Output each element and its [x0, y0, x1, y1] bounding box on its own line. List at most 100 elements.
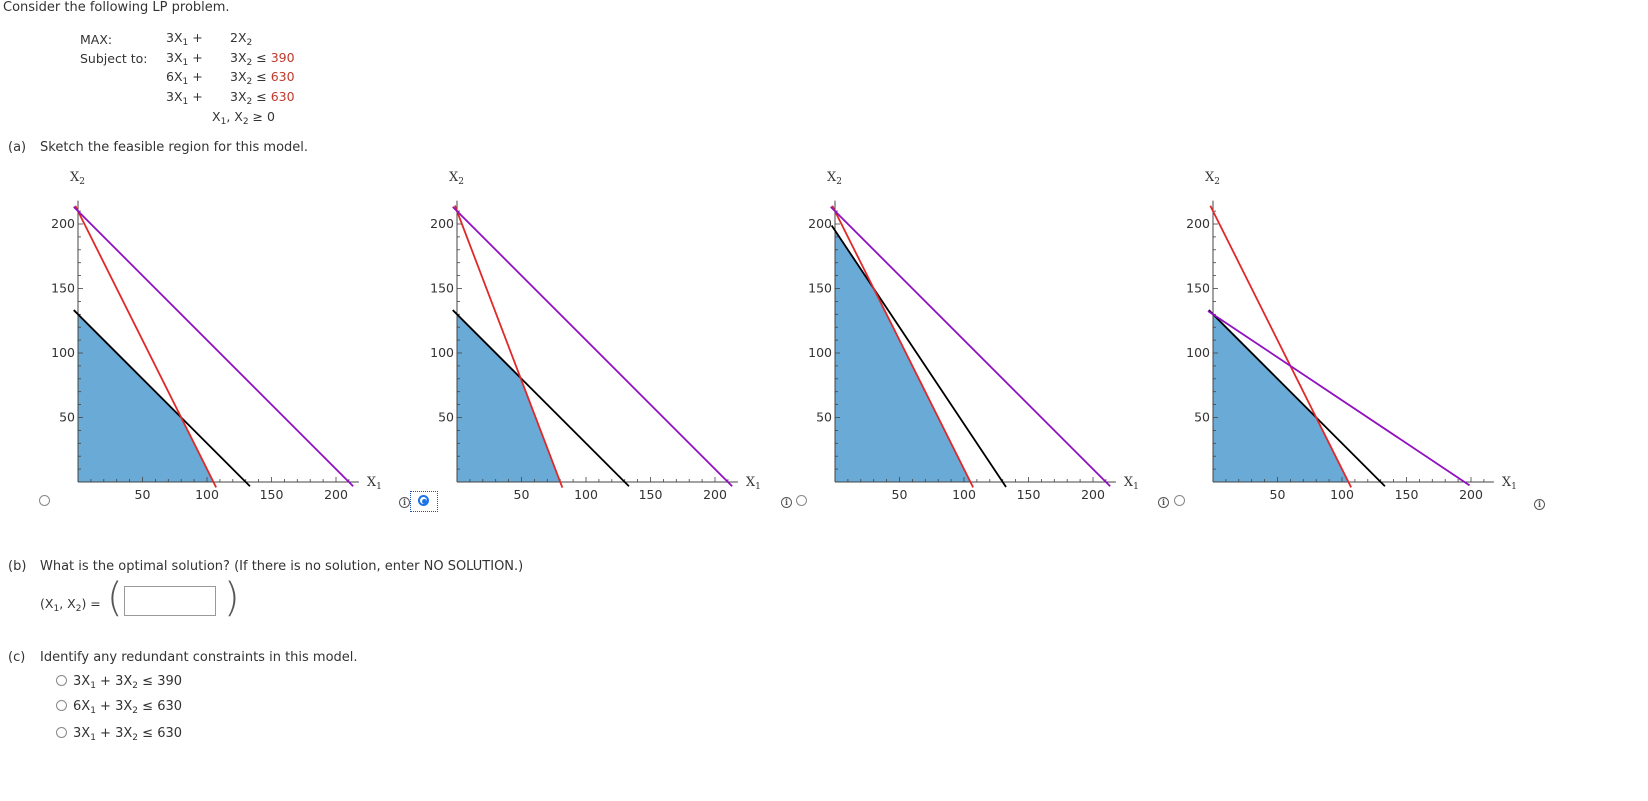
x-tick-label: 100	[574, 487, 598, 502]
x-tick-label: 150	[1395, 487, 1419, 502]
y-tick-label: 100	[1186, 345, 1210, 360]
objective-x2: 2X2	[230, 30, 253, 48]
y-tick-label: 200	[808, 216, 832, 231]
graph-option-1-radio[interactable]	[39, 495, 50, 506]
y-axis-label: X2	[449, 170, 464, 187]
constraint-3-x1: 3X1 +	[166, 89, 203, 107]
redundant-option-2[interactable]: 6X1 + 3X2 ≤ 630	[56, 699, 182, 716]
y-tick-label: 150	[1186, 281, 1210, 296]
constraint-line-black	[452, 309, 630, 487]
graph-option-3: 50 100 150 200 50 100 150 200 X1 X2	[795, 165, 1175, 505]
constraint-line-red	[454, 205, 564, 488]
redundant-option-3-radio[interactable]	[56, 727, 67, 738]
x-tick-label: 200	[703, 487, 727, 502]
x-axis-label: X1	[746, 475, 761, 492]
graph-option-4-radio[interactable]	[1174, 495, 1185, 506]
y-tick-label: 100	[430, 345, 454, 360]
y-tick-label: 100	[808, 345, 832, 360]
nonnegativity: X1, X2 ≥ 0	[212, 109, 275, 127]
graph-option-4: 50 100 150 200 50 100 150 200 X1 X2	[1173, 165, 1553, 505]
y-tick-label: 200	[430, 216, 454, 231]
constraint-line-purple	[1207, 310, 1471, 487]
feasible-region-chart-2: 50 100 150 200 50 100 150 200 X1 X2	[430, 170, 761, 502]
constraint-line-black	[1208, 309, 1386, 487]
constraint-1-x2: 3X2 ≤ 390	[230, 50, 295, 68]
x-axis-label: X1	[1124, 475, 1139, 492]
redundant-option-1[interactable]: 3X1 + 3X2 ≤ 390	[56, 674, 182, 691]
y-tick-label: 50	[438, 410, 454, 425]
constraint-line-purple	[73, 206, 354, 487]
part-b: (b) What is the optimal solution? (If the…	[8, 559, 523, 574]
part-a: (a) Sketch the feasible region for this m…	[8, 140, 308, 155]
x-tick-label: 50	[135, 487, 151, 502]
feasible-region	[78, 314, 214, 482]
part-a-text: Sketch the feasible region for this mode…	[40, 140, 309, 155]
max-label: MAX:	[80, 32, 113, 47]
redundant-option-2-radio[interactable]	[56, 700, 67, 711]
part-c-tag: (c)	[8, 650, 26, 665]
constraint-line-red	[74, 205, 217, 488]
subject-to-label: Subject to:	[80, 51, 148, 66]
x-tick-label: 100	[1330, 487, 1354, 502]
open-paren: (	[107, 575, 123, 621]
y-tick-label: 50	[816, 410, 832, 425]
problem-intro: Consider the following LP problem.	[3, 0, 230, 15]
part-a-tag: (a)	[8, 140, 27, 155]
redundant-option-1-radio[interactable]	[56, 675, 67, 686]
y-axis-label: X2	[1205, 170, 1220, 187]
feasible-region-chart-4: 50 100 150 200 50 100 150 200 X1 X2	[1186, 170, 1517, 502]
x-tick-label: 50	[1270, 487, 1286, 502]
graph-option-2-radio[interactable]	[418, 495, 429, 506]
constraint-2-x1: 6X1 +	[166, 69, 203, 87]
x-tick-label: 200	[1081, 487, 1105, 502]
y-tick-label: 150	[51, 281, 75, 296]
constraint-line-red	[831, 205, 974, 488]
x-tick-label: 50	[514, 487, 530, 502]
constraint-line-black	[830, 224, 1007, 488]
x-tick-label: 100	[195, 487, 219, 502]
objective-x1: 3X1 +	[166, 30, 203, 48]
x-tick-label: 150	[260, 487, 284, 502]
part-b-tag: (b)	[8, 559, 27, 574]
focus-outline	[410, 491, 438, 512]
feasible-region-chart-1: 50 100 150 200 50 100 150 200 X1 X2	[51, 170, 382, 502]
graph-option-3-radio[interactable]	[796, 495, 807, 506]
constraint-3-x2: 3X2 ≤ 630	[230, 89, 295, 107]
x-tick-label: 50	[892, 487, 908, 502]
constraint-line-purple	[830, 206, 1111, 487]
x-tick-label: 200	[1459, 487, 1483, 502]
y-tick-label: 150	[808, 281, 832, 296]
x-tick-label: 150	[1017, 487, 1041, 502]
y-tick-label: 200	[51, 216, 75, 231]
optimal-solution-input[interactable]	[124, 586, 216, 616]
part-c-text: Identify any redundant constraints in th…	[40, 650, 358, 665]
x-axis-label: X1	[367, 475, 382, 492]
x-tick-label: 200	[324, 487, 348, 502]
constraint-line-black	[73, 309, 251, 487]
constraint-2-x2: 3X2 ≤ 630	[230, 69, 295, 87]
y-tick-label: 150	[430, 281, 454, 296]
graph-option-2-info-icon[interactable]: i	[781, 497, 792, 508]
y-tick-label: 50	[59, 410, 75, 425]
feasible-region	[835, 230, 971, 482]
part-b-text: What is the optimal solution? (If there …	[40, 559, 524, 574]
y-tick-label: 50	[1194, 410, 1210, 425]
constraint-line-red	[1209, 205, 1352, 488]
feasible-region	[457, 314, 561, 482]
redundant-option-3[interactable]: 3X1 + 3X2 ≤ 630	[56, 726, 182, 743]
graph-option-4-info-icon[interactable]: i	[1534, 499, 1545, 510]
feasible-region	[1213, 314, 1349, 482]
x-tick-label: 150	[639, 487, 663, 502]
x-axis-label: X1	[1502, 475, 1517, 492]
solution-label: (X1, X2) =	[40, 596, 101, 614]
feasible-region-chart-3: 50 100 150 200 50 100 150 200 X1 X2	[808, 170, 1139, 502]
part-c: (c) Identify any redundant constraints in…	[8, 650, 358, 665]
constraint-line-purple	[452, 206, 733, 487]
graph-option-1-info-icon[interactable]: i	[399, 497, 410, 508]
y-axis-label: X2	[70, 170, 85, 187]
close-paren: )	[224, 575, 240, 621]
graph-option-1: 50 100 150 200 50 100 150 200 X1 X2	[38, 165, 418, 505]
graph-option-3-info-icon[interactable]: i	[1158, 497, 1169, 508]
x-tick-label: 100	[952, 487, 976, 502]
graph-option-2: 50 100 150 200 50 100 150 200 X1 X2	[417, 165, 797, 505]
